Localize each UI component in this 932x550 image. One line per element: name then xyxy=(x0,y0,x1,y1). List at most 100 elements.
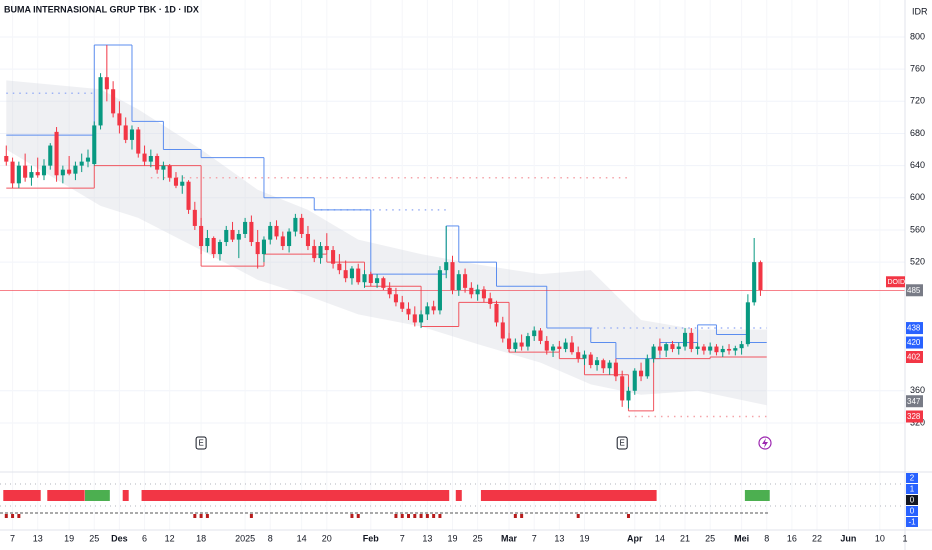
signal-mark xyxy=(350,514,354,518)
candle-body xyxy=(494,303,499,323)
candle-body xyxy=(588,354,593,366)
price-label-box xyxy=(906,322,923,335)
event-label[interactable]: E xyxy=(620,439,625,448)
candle-body xyxy=(4,155,9,162)
candle-body xyxy=(192,209,197,226)
candle-body xyxy=(758,262,763,291)
candle-body xyxy=(79,161,84,166)
candle-body xyxy=(167,165,172,178)
candle-body xyxy=(67,169,72,174)
candle-body xyxy=(582,354,587,359)
band-area xyxy=(6,80,767,406)
event-label[interactable]: E xyxy=(198,439,203,448)
signal-mark xyxy=(205,514,209,518)
price-label: 347 xyxy=(907,397,921,406)
candle-body xyxy=(450,262,455,291)
candle-body xyxy=(638,370,644,377)
x-tick-label: 13 xyxy=(554,533,564,543)
candle-body xyxy=(739,344,744,349)
candle-body xyxy=(230,229,235,240)
price-label: 438 xyxy=(907,324,921,333)
signal-mark xyxy=(413,514,417,518)
indicator-label: -1 xyxy=(908,518,916,527)
candle-body xyxy=(525,336,530,347)
candle-body xyxy=(538,330,543,341)
candle-body xyxy=(60,169,65,176)
candle-body xyxy=(752,262,757,303)
x-tick-label: 21 xyxy=(680,533,690,543)
candle-body xyxy=(481,289,486,299)
candle-body xyxy=(437,270,442,311)
candle-body xyxy=(211,238,216,255)
x-tick-label: Feb xyxy=(363,533,380,543)
candle-body xyxy=(475,289,480,295)
price-label-box xyxy=(906,410,923,423)
candle-body xyxy=(689,332,694,349)
candle-body xyxy=(331,250,336,264)
x-tick-label: 7 xyxy=(10,533,15,543)
signal-mark xyxy=(193,514,197,518)
candle-body xyxy=(626,390,631,401)
signal-mark xyxy=(407,514,411,518)
candle-body xyxy=(701,346,706,351)
candle-body xyxy=(161,165,166,170)
x-tick-label: Mar xyxy=(501,533,518,543)
candle-body xyxy=(557,346,562,349)
y-tick-label: 720 xyxy=(910,96,925,106)
candle-body xyxy=(268,225,273,240)
candle-body xyxy=(16,165,21,184)
candle-body xyxy=(305,233,310,247)
candle-body xyxy=(312,246,317,259)
candle-body xyxy=(243,221,248,234)
x-tick-label: Jun xyxy=(840,533,856,543)
candle-body xyxy=(48,145,53,166)
x-tick-label: 14 xyxy=(297,533,307,543)
candle-body xyxy=(92,125,97,165)
candle-body xyxy=(507,338,512,349)
candle-body xyxy=(129,129,135,140)
candle-body xyxy=(148,155,153,162)
candle-body xyxy=(469,287,474,295)
candle-body xyxy=(720,348,725,353)
price-label: 328 xyxy=(907,412,921,421)
signal-segment xyxy=(47,490,85,501)
candle-body xyxy=(444,262,449,271)
x-tick-label: 14 xyxy=(655,533,665,543)
candle-body xyxy=(186,181,191,210)
candle-body xyxy=(136,129,141,154)
x-tick-label: 16 xyxy=(787,533,797,543)
candle-body xyxy=(513,342,518,349)
x-tick-label: 8 xyxy=(268,533,273,543)
candle-body xyxy=(293,217,298,232)
candle-body xyxy=(337,263,342,271)
signal-mark xyxy=(249,514,253,518)
x-tick-label: 25 xyxy=(705,533,715,543)
candle-body xyxy=(173,177,179,186)
candle-body xyxy=(85,157,91,162)
candle-body xyxy=(733,348,738,351)
indicator-label-box xyxy=(906,484,918,494)
candle-body xyxy=(607,362,612,369)
x-tick-label: 10 xyxy=(875,533,885,543)
candle-body xyxy=(29,172,34,178)
candle-body xyxy=(695,346,700,349)
signal-segment xyxy=(3,490,41,501)
candle-body xyxy=(431,306,436,311)
candle-body xyxy=(708,346,713,351)
event-box xyxy=(195,436,207,450)
signal-mark xyxy=(626,514,630,518)
alert-icon[interactable] xyxy=(758,436,772,450)
x-tick-label: 12 xyxy=(165,533,175,543)
candle-body xyxy=(651,346,656,359)
signal-mark xyxy=(394,514,398,518)
event-box xyxy=(616,436,628,450)
candle-body xyxy=(155,155,160,170)
candle-body xyxy=(595,360,600,366)
candle-body xyxy=(500,322,505,339)
candle-body xyxy=(199,225,204,247)
candle-body xyxy=(676,346,681,349)
x-tick-label: 2025 xyxy=(235,533,255,543)
signal-mark xyxy=(438,514,442,518)
candle-body xyxy=(299,217,304,234)
price-label-box xyxy=(906,284,923,297)
